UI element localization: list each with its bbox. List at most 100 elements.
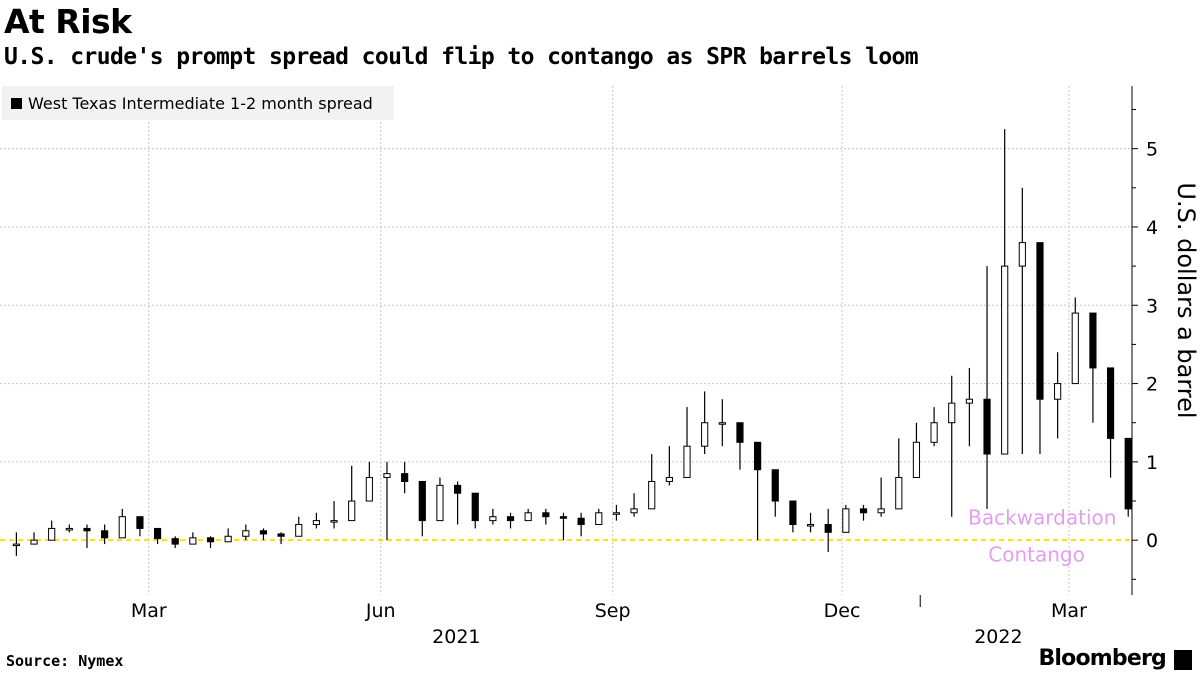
candle [842, 504, 850, 533]
candle-body [701, 422, 709, 447]
candle [206, 536, 215, 549]
annotations: Backwardation Contango [968, 506, 1116, 567]
candle [330, 501, 338, 529]
candle [965, 367, 973, 447]
candle [1036, 242, 1044, 455]
candle-body [206, 537, 215, 543]
candlestick-series [12, 129, 1132, 556]
candle [418, 480, 426, 537]
candle [665, 446, 673, 486]
candle-body [824, 524, 832, 533]
candle-body [524, 512, 532, 522]
candle [577, 512, 585, 537]
candle [171, 536, 179, 549]
chart-title: At Risk [4, 2, 132, 41]
candle [48, 520, 56, 541]
candle [101, 524, 109, 545]
candle [648, 454, 656, 510]
candle [224, 528, 232, 543]
candle-body [1018, 242, 1026, 267]
candle [259, 528, 268, 541]
candle-body [630, 508, 638, 514]
candle-body [577, 517, 585, 526]
candle-body [1071, 312, 1079, 385]
candle-body [948, 402, 956, 424]
candle [365, 461, 373, 502]
candle-body [930, 422, 938, 443]
y-tick-label: 5 [1146, 139, 1158, 161]
candle [506, 512, 515, 529]
annotation-label: Contango [988, 542, 1085, 566]
candle-body [895, 477, 903, 510]
candle [65, 524, 73, 533]
source-note: Source: Nymex [6, 652, 124, 670]
candle-body [489, 516, 497, 522]
candle [12, 532, 20, 556]
candle-body [648, 480, 656, 510]
candle-body [454, 484, 462, 494]
candle [454, 481, 462, 525]
x-tick-label: Jun [365, 600, 396, 622]
candle-body [242, 530, 250, 537]
candle-body [683, 445, 691, 479]
candle-body [171, 538, 179, 545]
candle [295, 516, 303, 537]
legend: West Texas Intermediate 1-2 month spread [2, 86, 394, 120]
candle-body [806, 524, 815, 527]
candle [383, 461, 391, 541]
x-tick-label: Mar [1051, 600, 1087, 622]
candle [1071, 297, 1079, 385]
bloomberg-logo: Bloomberg [1038, 646, 1166, 671]
candle [1001, 129, 1009, 455]
candle [436, 477, 444, 522]
x-tick-label: Sep [595, 600, 631, 622]
legend-swatch [11, 97, 22, 109]
candle [895, 438, 903, 510]
axes: 0 1 2 3 4 5 Mar Jun Sep Dec Mar 2021 2022 U.S. dollar… [131, 86, 1200, 648]
candle [771, 469, 779, 517]
candle [401, 461, 409, 494]
y-tick-label: 2 [1146, 374, 1158, 396]
candle [718, 399, 726, 447]
candle [806, 512, 815, 533]
chart-subtitle: U.S. crude's prompt spread could flip to… [4, 44, 919, 70]
candle-body [48, 527, 56, 541]
candle-body [1124, 437, 1132, 510]
candle-body [348, 500, 356, 522]
candle-body [224, 535, 232, 543]
candle [277, 532, 285, 545]
gridlines [0, 86, 1132, 595]
candle-body [771, 469, 779, 502]
candle [630, 493, 638, 517]
candle [153, 527, 162, 545]
candle [30, 532, 38, 545]
candle-body [30, 539, 38, 545]
candle-body [754, 441, 762, 471]
year-label: 2022 [974, 626, 1022, 648]
candle [489, 508, 497, 525]
candle-body [365, 477, 373, 502]
candle [877, 477, 885, 517]
candle-body [665, 477, 673, 482]
candle-body [542, 512, 550, 518]
candle-body [506, 516, 515, 522]
candle [118, 508, 126, 539]
candle [348, 465, 356, 522]
y-tick-label: 4 [1146, 217, 1158, 239]
annotation-label: Backwardation [968, 506, 1116, 530]
bloomberg-mark-icon [1174, 650, 1192, 670]
candle [312, 512, 320, 529]
candle-body [912, 441, 921, 479]
candle-body [789, 500, 797, 526]
y-tick-label: 0 [1146, 530, 1158, 552]
candle-body [101, 530, 109, 539]
candle [242, 524, 250, 541]
candle-body [330, 520, 338, 523]
candle-body [1054, 383, 1062, 400]
candle-body [736, 422, 744, 443]
candle-body [83, 527, 91, 532]
candle [789, 500, 797, 533]
candle-body [859, 508, 868, 514]
x-tick-label: Mar [131, 600, 167, 622]
